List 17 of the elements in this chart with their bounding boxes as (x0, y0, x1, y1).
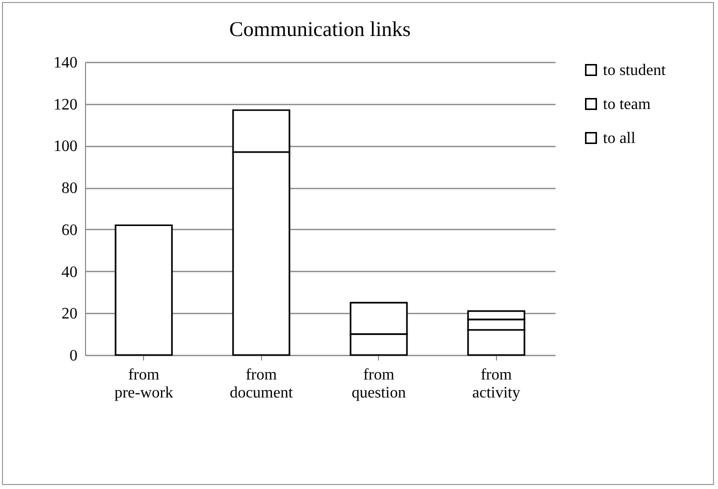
legend-label: to student (603, 62, 666, 79)
x-tick-label: from pre-work (114, 366, 174, 402)
y-tick-label: 140 (54, 54, 78, 72)
y-tick-label: 0 (70, 348, 78, 364)
x-tick-label: from activity (472, 366, 520, 402)
y-tick-label: 120 (54, 96, 78, 114)
legend-label: to all (603, 130, 636, 147)
y-tick-label: 80 (62, 180, 78, 198)
y-tick-label: 100 (54, 138, 78, 156)
bar (114, 224, 173, 356)
y-tick-label: 60 (62, 222, 78, 239)
x-tick-label: from question (352, 366, 406, 402)
y-tick-label: 20 (62, 306, 78, 323)
x-tick-label: from document (230, 366, 294, 402)
y-tick-label: 40 (62, 264, 78, 281)
legend-label: to team (603, 96, 652, 113)
chart-title: Communication links (229, 17, 411, 41)
